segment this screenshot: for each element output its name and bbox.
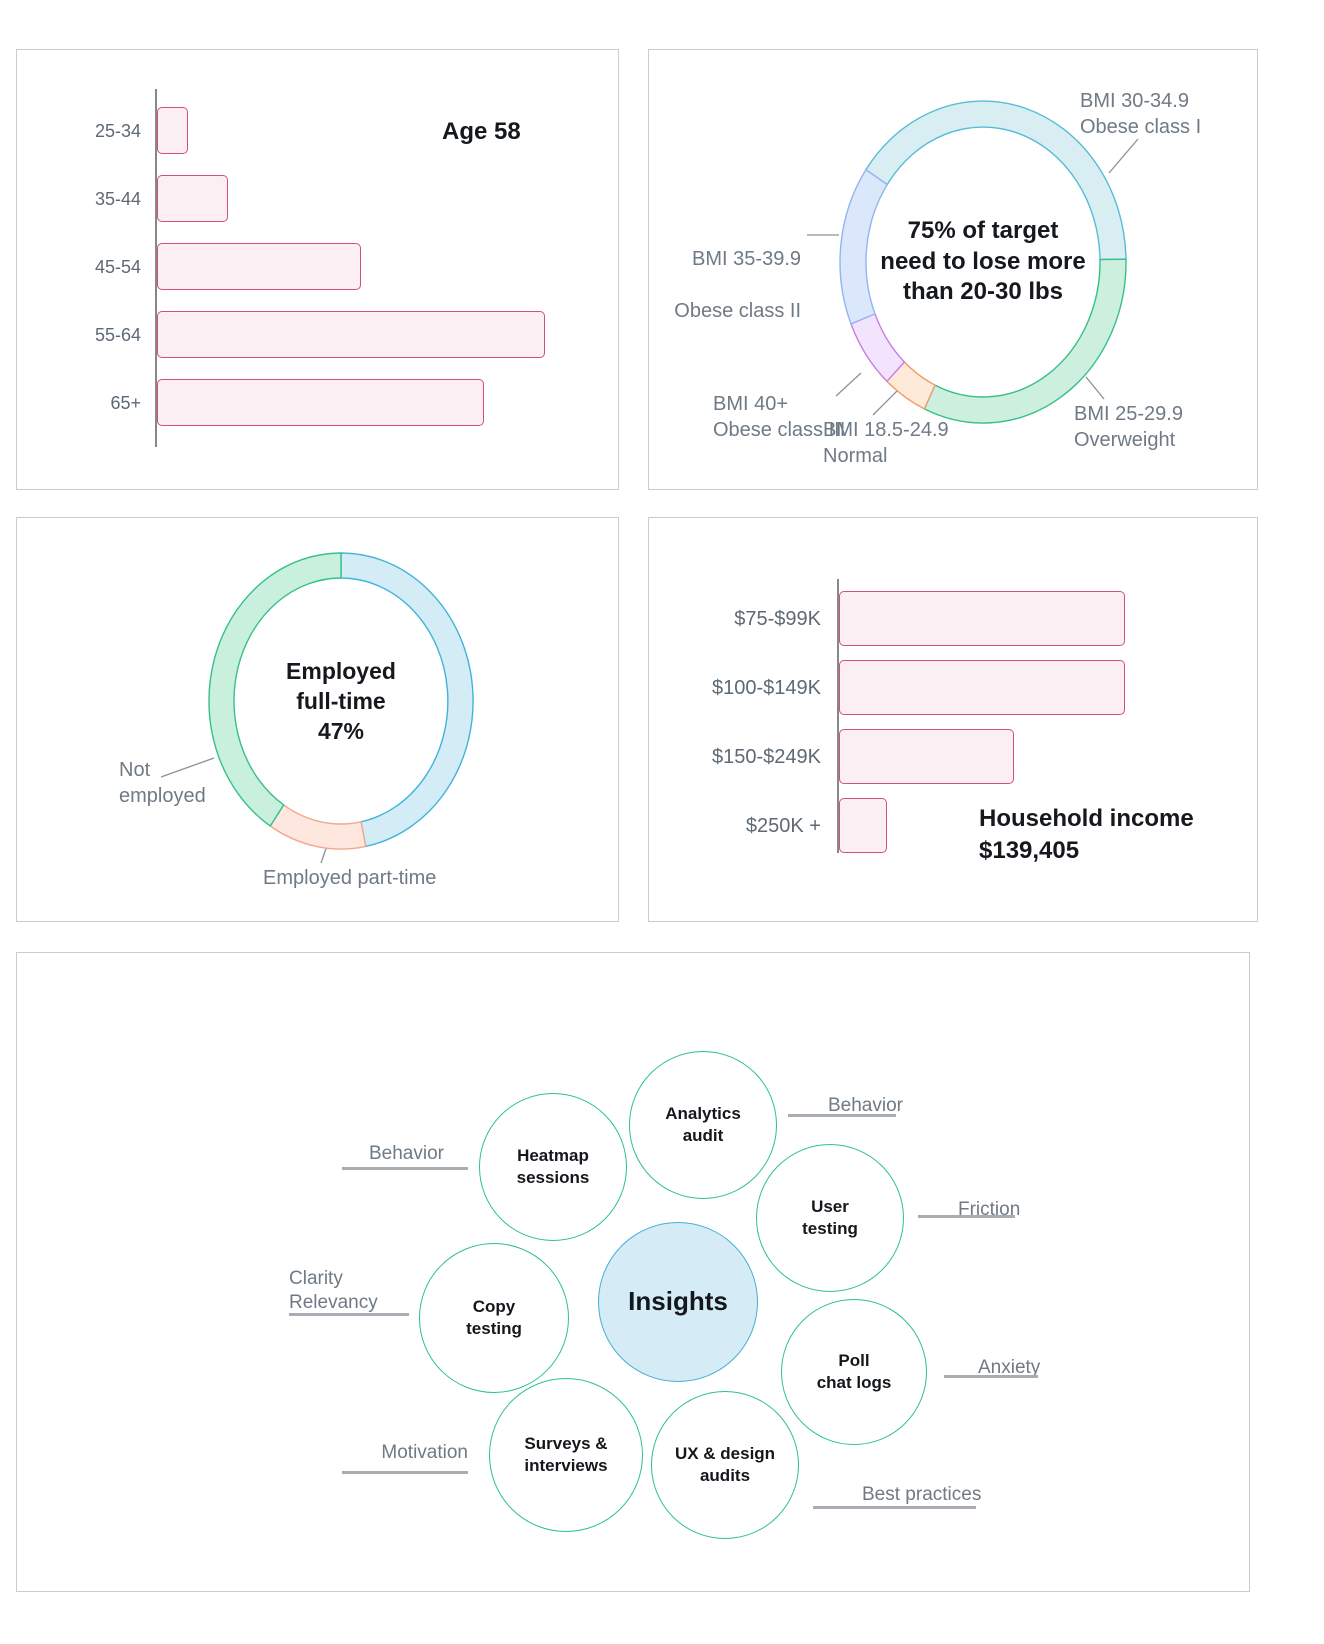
age-label: 45-54: [94, 256, 141, 277]
diagram-underline-behavior-left: [342, 1167, 468, 1170]
employment-label-not-employed: Not employed: [119, 759, 206, 807]
donut-segment-not-employed: [208, 552, 342, 827]
diagram-label-behavior-left: Behavior: [369, 1143, 444, 1164]
bmi-label-obese-class-2-line1: BMI 35-39.9: [692, 248, 801, 270]
bmi-obese3-tick: [835, 372, 862, 397]
age-bar: [157, 311, 545, 358]
diagram-label-friction: Friction: [958, 1199, 1021, 1220]
income-bar: [839, 660, 1125, 715]
diagram-label-behavior-right: Behavior: [828, 1095, 903, 1116]
income-label: $250K +: [745, 814, 821, 837]
age-label: 55-64: [94, 324, 141, 345]
donut-segment-obese-class-3: [850, 313, 906, 382]
income-chart-axis: [837, 579, 839, 853]
bmi-label-obese-class-2-line2: Obese class II: [674, 300, 801, 322]
bmi-normal-tick: [872, 388, 900, 416]
income-bar: [839, 798, 887, 853]
donut-segment-obese-class-2: [839, 169, 888, 325]
diagram-circle-heatmap-sessions: Heatmap sessions: [479, 1093, 627, 1241]
income-bar: [839, 591, 1125, 646]
age-bar: [157, 107, 188, 154]
diagram-underline-motivation: [342, 1471, 468, 1474]
panel-age-chart: 25-34 35-44 45-54 55-64 65+ Age 58: [16, 49, 619, 490]
age-label: 25-34: [94, 120, 141, 141]
income-label: $75-$99K: [734, 607, 821, 630]
bmi-obese1-tick: [1108, 138, 1139, 174]
bmi-label-obese-class-2: BMI 35-39.9 Obese class II: [669, 220, 801, 324]
age-chart-axis: [155, 89, 157, 447]
panel-employment-donut: Employed full-time 47% Not employed Empl…: [16, 517, 619, 922]
diagram-circle-user-testing: User testing: [756, 1144, 904, 1292]
employment-label-part-time: Employed part-time: [263, 867, 437, 889]
diagram-underline-clarity-relevancy: [289, 1313, 409, 1316]
employment-donut-svg: [160, 552, 474, 864]
bmi-center-text: 75% of target need to lose more than 20-…: [880, 217, 1086, 306]
diagram-circle-copy-testing: Copy testing: [419, 1243, 569, 1393]
income-label: $100-$149K: [712, 676, 821, 699]
not-employed-tick: [160, 757, 215, 778]
income-label: $150-$249K: [712, 745, 821, 768]
bmi-label-overweight: BMI 25-29.9 Overweight: [1074, 403, 1183, 451]
age-bar: [157, 243, 361, 290]
diagram-label-motivation: Motivation: [381, 1442, 468, 1463]
panel-insights-diagram: Heatmap sessions Analytics audit User test…: [16, 952, 1250, 1592]
age-chart-title: Age 58: [442, 118, 521, 145]
age-label: 65+: [110, 392, 141, 413]
diagram-underline-anxiety: [944, 1375, 1038, 1378]
diagram-label-anxiety: Anxiety: [978, 1357, 1041, 1378]
diagram-underline-behavior-right: [788, 1114, 896, 1117]
diagram-circle-analytics-audit: Analytics audit: [629, 1051, 777, 1199]
bmi-donut-ring: [839, 100, 1127, 424]
income-bar: [839, 729, 1014, 784]
diagram-underline-friction: [918, 1215, 1015, 1218]
age-label: 35-44: [94, 188, 141, 209]
diagram-circle-ux-design-audits: UX & design audits: [651, 1391, 799, 1539]
employment-donut-ring: [208, 552, 474, 850]
diagram-circle-poll-chat-logs: Poll chat logs: [781, 1299, 927, 1445]
panel-income-chart: $75-$99K $100-$149K $150-$249K $250K + Hous…: [648, 517, 1258, 922]
age-bar: [157, 175, 228, 222]
bmi-label-obese-class-1: BMI 30-34.9 Obese class I: [1080, 90, 1202, 138]
bmi-label-normal: BMI 18.5-24.9 Normal: [823, 419, 949, 467]
panel-bmi-donut: 75% of target need to lose more than 20-…: [648, 49, 1258, 490]
diagram-circle-surveys-interviews: Surveys & interviews: [489, 1378, 643, 1532]
bmi-label-obese-class-3: BMI 40+ Obese class III: [713, 393, 846, 441]
age-bar: [157, 379, 484, 426]
donut-segment-employed-part-time: [269, 804, 367, 850]
income-chart-title: Household income $139,405: [979, 805, 1194, 864]
diagram-label-clarity-relevancy: Clarity Relevancy: [289, 1268, 378, 1313]
bmi-overweight-tick: [1085, 376, 1105, 400]
diagram-label-best-practices: Best practices: [862, 1484, 982, 1505]
diagram-underline-best-practices: [813, 1506, 976, 1509]
diagram-circle-insights: Insights: [598, 1222, 758, 1382]
employment-center-text: Employed full-time 47%: [286, 658, 396, 744]
bmi-donut-svg: [807, 100, 1139, 424]
